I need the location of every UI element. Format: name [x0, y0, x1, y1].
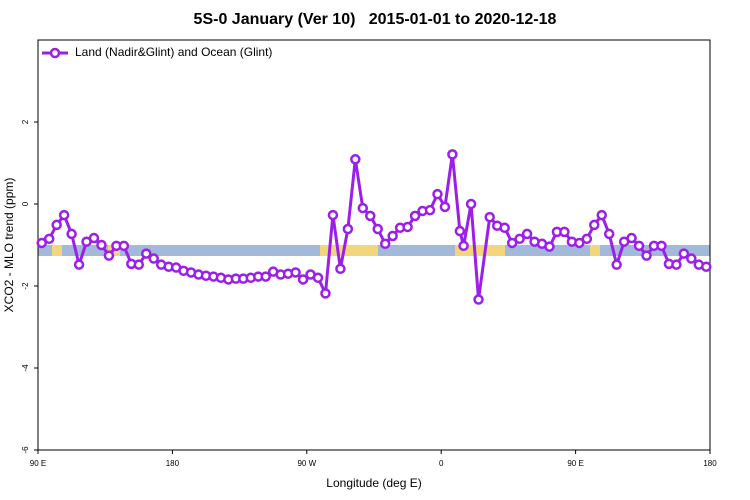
data-point — [559, 226, 570, 238]
series — [36, 149, 712, 305]
x-tick-label: 180 — [166, 459, 180, 468]
data-point — [43, 233, 55, 245]
y-tick-label: -2 — [21, 282, 30, 290]
data-point — [465, 198, 477, 210]
data-point — [701, 261, 712, 272]
data-point — [603, 228, 615, 240]
data-point — [641, 250, 652, 261]
data-point — [611, 259, 622, 270]
data-point — [514, 233, 525, 245]
data-point — [66, 228, 77, 240]
x-tick-label: 180 — [703, 459, 717, 468]
data-point — [51, 219, 62, 231]
data-point — [36, 237, 47, 249]
data-point — [379, 238, 391, 250]
data-point — [260, 271, 271, 282]
y-tick-label: 0 — [21, 201, 30, 206]
land-segment — [590, 245, 600, 256]
data-point — [447, 149, 458, 160]
data-point — [320, 288, 331, 299]
chart-title: 5S-0 January (Ver 10) 2015-01-01 to 2020… — [194, 11, 557, 28]
data-point — [141, 248, 152, 259]
data-point — [402, 221, 413, 233]
data-point — [581, 233, 593, 245]
data-point — [372, 223, 383, 235]
x-tick-label: 90 W — [297, 459, 316, 468]
data-point — [596, 209, 607, 221]
data-point — [290, 267, 301, 278]
surface-band — [38, 245, 710, 256]
data-point — [103, 250, 115, 261]
data-point — [432, 188, 443, 200]
y-tick-label: -6 — [21, 446, 30, 454]
data-point — [88, 232, 100, 244]
data-point — [148, 253, 159, 264]
data-point — [387, 230, 398, 242]
data-point — [365, 210, 376, 222]
x-axis-label: Longitude (deg E) — [326, 476, 421, 490]
data-point — [574, 237, 585, 249]
data-point — [357, 202, 369, 214]
data-point — [589, 219, 600, 231]
data-point — [678, 248, 690, 259]
data-point — [686, 253, 697, 264]
data-point — [499, 222, 510, 234]
data-point — [458, 240, 469, 252]
x-tick-label: 0 — [439, 459, 444, 468]
land-segment — [455, 245, 505, 256]
data-point — [671, 259, 682, 270]
data-point — [656, 240, 667, 252]
data-point — [484, 211, 495, 223]
data-point — [118, 240, 130, 252]
data-point — [521, 228, 533, 240]
data-point — [506, 237, 518, 249]
data-point — [297, 274, 309, 285]
data-point — [473, 294, 484, 305]
x-tick-label: 90 E — [567, 459, 583, 468]
land-segment — [52, 245, 62, 256]
y-tick-label: -4 — [21, 364, 30, 372]
data-point — [633, 240, 645, 252]
data-point — [342, 223, 354, 235]
data-point — [544, 241, 555, 252]
data-point — [312, 272, 324, 284]
data-point — [58, 209, 70, 221]
data-point — [335, 263, 346, 275]
data-point — [327, 209, 339, 221]
data-point — [73, 259, 85, 270]
data-point — [409, 210, 421, 222]
data-point — [626, 232, 637, 244]
data-point — [96, 239, 107, 251]
data-point — [350, 154, 361, 165]
data-point — [133, 259, 145, 270]
data-point — [424, 204, 436, 216]
y-axis-label: XCO2 - MLO trend (ppm) — [2, 178, 16, 313]
x-tick-label: 90 E — [30, 459, 46, 468]
legend-marker — [49, 47, 61, 59]
legend-label: Land (Nadir&Glint) and Ocean (Glint) — [75, 45, 272, 59]
y-tick-label: 2 — [21, 119, 30, 124]
data-point — [439, 201, 451, 213]
data-point — [454, 225, 466, 237]
land-segment — [320, 245, 378, 256]
